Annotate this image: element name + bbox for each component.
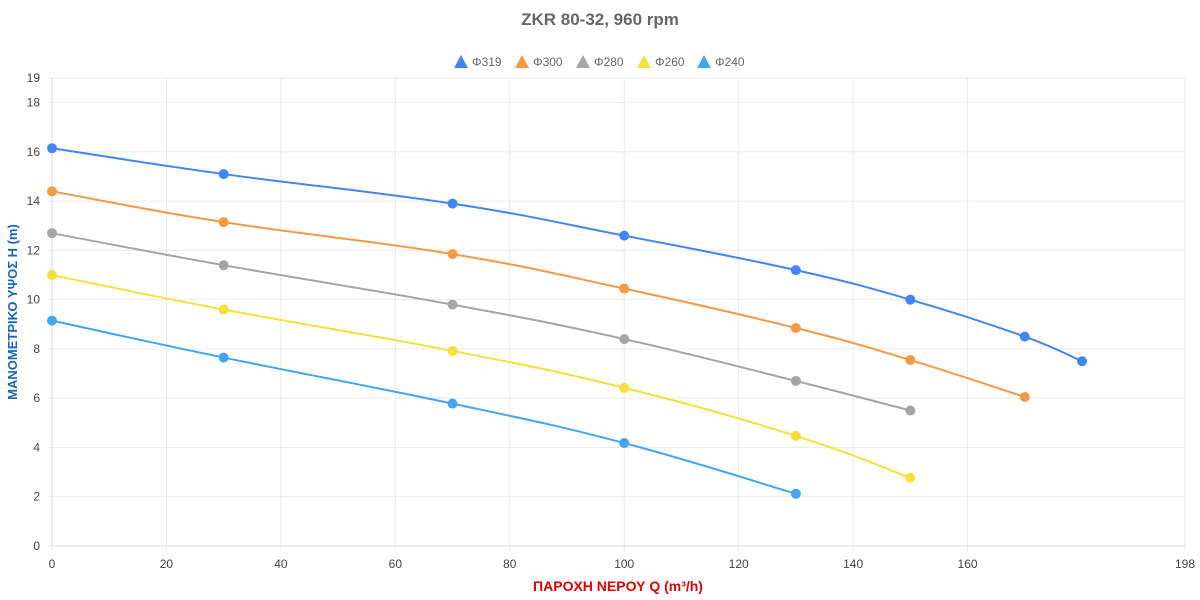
x-axis-label: ΠΑΡΟΧΗ ΝΕΡΟΥ Q (m³/h) xyxy=(533,578,703,594)
data-point xyxy=(218,260,229,271)
y-tick-label: 8 xyxy=(33,342,40,356)
series-line xyxy=(51,319,797,495)
legend-item[interactable]: Φ280 xyxy=(576,55,624,69)
data-point xyxy=(619,382,630,393)
data-point xyxy=(619,334,630,345)
y-tick-label: 10 xyxy=(27,293,41,307)
data-point xyxy=(619,283,630,294)
data-point xyxy=(47,143,57,154)
x-tick-label: 20 xyxy=(160,557,174,571)
y-tick-label: 14 xyxy=(27,194,41,208)
data-point xyxy=(218,169,229,180)
data-point xyxy=(790,375,801,386)
legend-item[interactable]: Φ319 xyxy=(454,55,502,69)
data-point xyxy=(218,217,229,228)
x-tick-label: 140 xyxy=(843,557,863,571)
data-point xyxy=(1019,331,1030,342)
data-point xyxy=(905,472,916,483)
legend-label: Φ260 xyxy=(655,55,685,69)
y-tick-label: 12 xyxy=(27,243,41,257)
x-tick-label: 80 xyxy=(503,557,517,571)
y-tick-label: 4 xyxy=(33,440,40,454)
series-Φ240 xyxy=(47,315,801,499)
triangle-icon xyxy=(515,55,529,68)
y-tick-label: 0 xyxy=(33,539,40,553)
data-point xyxy=(619,438,630,449)
y-tick-label: 2 xyxy=(33,490,40,504)
triangle-icon xyxy=(576,55,590,68)
data-point xyxy=(447,345,458,356)
data-point xyxy=(447,299,458,310)
data-point xyxy=(790,488,801,499)
data-point xyxy=(47,186,57,197)
data-point xyxy=(905,294,916,305)
chart-title: ZKR 80-32, 960 rpm xyxy=(521,10,679,29)
series-Φ280 xyxy=(47,228,916,416)
y-tick-label: 18 xyxy=(27,96,41,110)
triangle-icon xyxy=(637,55,651,68)
data-point xyxy=(218,352,229,363)
legend-label: Φ240 xyxy=(715,55,745,69)
data-point xyxy=(790,430,801,441)
x-tick-label: 120 xyxy=(729,557,749,571)
axes: 0 20 40 60 80 100 120 140 160 198 0 2 4 6 8 10 12 14 16 18 1… xyxy=(27,71,1196,571)
y-tick-label: 6 xyxy=(33,391,40,405)
y-tick-label: 16 xyxy=(27,145,41,159)
data-point xyxy=(619,230,630,241)
data-point xyxy=(218,304,229,315)
data-point xyxy=(1019,391,1030,402)
series-Φ260 xyxy=(47,270,916,483)
data-point xyxy=(447,198,458,209)
data-point xyxy=(447,249,458,260)
series-Φ319 xyxy=(47,143,1087,367)
data-point xyxy=(47,228,57,239)
legend-label: Φ319 xyxy=(472,55,502,69)
series-group xyxy=(47,143,1087,499)
x-tick-label: 160 xyxy=(958,557,978,571)
triangle-icon xyxy=(454,55,468,68)
legend-item[interactable]: Φ240 xyxy=(697,55,745,69)
x-tick-label: 100 xyxy=(614,557,634,571)
x-tick-label: 40 xyxy=(274,557,288,571)
data-point xyxy=(47,315,57,326)
legend-label: Φ300 xyxy=(533,55,563,69)
grid xyxy=(47,77,1186,551)
x-tick-label: 0 xyxy=(49,557,56,571)
x-tick-label: 60 xyxy=(389,557,403,571)
x-tick-label: 198 xyxy=(1175,557,1195,571)
legend-label: Φ280 xyxy=(594,55,624,69)
data-point xyxy=(905,355,916,366)
legend-item[interactable]: Φ300 xyxy=(515,55,563,69)
series-Φ300 xyxy=(47,186,1030,402)
data-point xyxy=(447,398,458,409)
legend: Φ319 Φ300 Φ280 Φ260 Φ240 xyxy=(454,55,745,69)
series-line xyxy=(51,147,1083,363)
y-tick-label: 19 xyxy=(27,71,41,85)
data-point xyxy=(790,265,801,276)
y-axis-label: ΜΑΝΟΜΕΤΡΙΚΟ ΥΨΟΣ H (m) xyxy=(5,224,20,400)
triangle-icon xyxy=(697,55,711,68)
data-point xyxy=(905,405,916,416)
data-point xyxy=(790,323,801,334)
legend-item[interactable]: Φ260 xyxy=(637,55,685,69)
data-point xyxy=(47,270,57,281)
series-line xyxy=(51,190,1026,398)
data-point xyxy=(1077,356,1087,367)
